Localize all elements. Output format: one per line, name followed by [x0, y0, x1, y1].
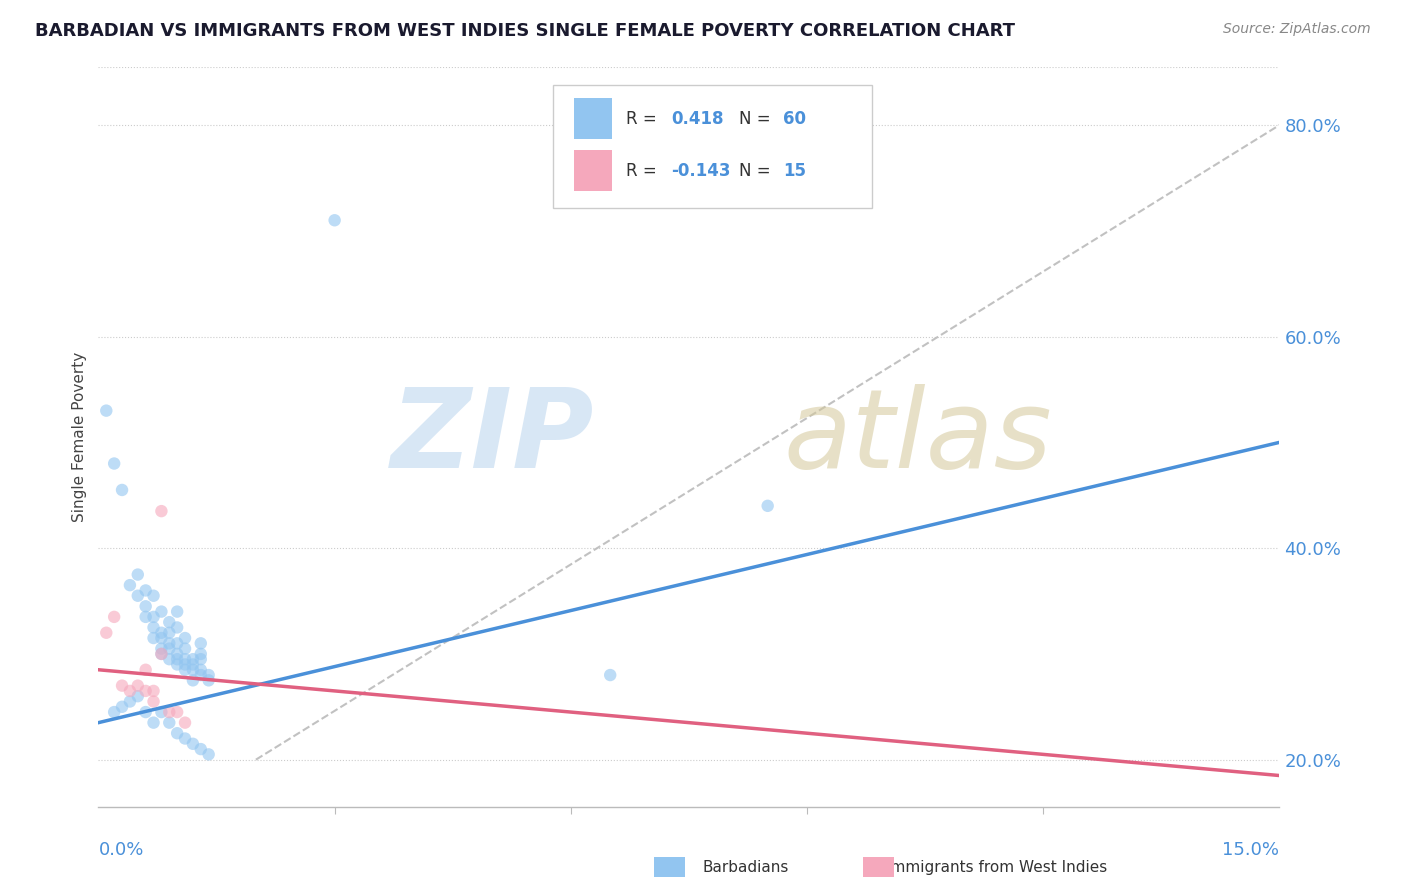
Point	[166, 705, 188, 719]
Point	[142, 620, 165, 634]
Text: N =: N =	[738, 161, 776, 179]
Point	[135, 684, 157, 698]
Text: -0.143: -0.143	[671, 161, 731, 179]
Text: Immigrants from West Indies: Immigrants from West Indies	[886, 860, 1107, 874]
Point	[142, 610, 165, 624]
Point	[756, 499, 779, 513]
Point	[142, 694, 165, 708]
Text: Barbadians: Barbadians	[703, 860, 789, 874]
Point	[157, 715, 180, 730]
Point	[166, 620, 188, 634]
Text: R =: R =	[626, 161, 662, 179]
Point	[127, 589, 149, 603]
Text: R =: R =	[626, 110, 662, 128]
Text: Source: ZipAtlas.com: Source: ZipAtlas.com	[1223, 22, 1371, 37]
Point	[103, 610, 125, 624]
Point	[150, 625, 173, 640]
Point	[127, 690, 149, 704]
Text: 0.0%: 0.0%	[98, 840, 143, 859]
Point	[127, 679, 149, 693]
Y-axis label: Single Female Poverty: Single Female Poverty	[72, 352, 87, 522]
Point	[157, 636, 180, 650]
Text: BARBADIAN VS IMMIGRANTS FROM WEST INDIES SINGLE FEMALE POVERTY CORRELATION CHART: BARBADIAN VS IMMIGRANTS FROM WEST INDIES…	[35, 22, 1015, 40]
Point	[157, 652, 180, 666]
Point	[190, 742, 212, 756]
FancyBboxPatch shape	[575, 150, 612, 191]
FancyBboxPatch shape	[553, 86, 872, 208]
Point	[181, 673, 204, 688]
Point	[166, 647, 188, 661]
Text: 60: 60	[783, 110, 807, 128]
Point	[166, 726, 188, 740]
Point	[157, 615, 180, 630]
Point	[190, 652, 212, 666]
Point	[135, 705, 157, 719]
Point	[142, 684, 165, 698]
Point	[197, 668, 219, 682]
Point	[166, 657, 188, 672]
Point	[174, 657, 197, 672]
Text: N =: N =	[738, 110, 776, 128]
Point	[150, 504, 173, 518]
Point	[150, 647, 173, 661]
Text: atlas: atlas	[783, 384, 1052, 491]
Point	[174, 731, 197, 746]
Point	[166, 605, 188, 619]
Point	[118, 578, 141, 592]
Text: 0.418: 0.418	[671, 110, 724, 128]
Text: ZIP: ZIP	[391, 384, 595, 491]
Point	[181, 652, 204, 666]
Point	[135, 610, 157, 624]
Point	[190, 663, 212, 677]
Point	[118, 694, 141, 708]
Point	[118, 684, 141, 698]
Point	[323, 213, 346, 227]
Point	[127, 567, 149, 582]
Point	[190, 647, 212, 661]
Point	[157, 641, 180, 656]
Point	[181, 657, 204, 672]
Point	[103, 705, 125, 719]
Point	[599, 668, 621, 682]
Point	[875, 811, 897, 825]
Point	[96, 625, 118, 640]
Point	[135, 663, 157, 677]
Point	[174, 631, 197, 645]
Point	[103, 457, 125, 471]
Point	[135, 583, 157, 598]
Point	[150, 641, 173, 656]
Point	[111, 699, 134, 714]
Point	[142, 589, 165, 603]
Point	[150, 631, 173, 645]
Point	[174, 641, 197, 656]
Point	[181, 663, 204, 677]
Point	[174, 663, 197, 677]
Point	[157, 705, 180, 719]
Point	[150, 705, 173, 719]
Point	[142, 631, 165, 645]
Point	[142, 715, 165, 730]
Point	[111, 679, 134, 693]
Point	[150, 605, 173, 619]
Point	[174, 652, 197, 666]
Point	[181, 737, 204, 751]
Point	[111, 483, 134, 497]
Point	[190, 668, 212, 682]
Point	[157, 625, 180, 640]
Point	[174, 715, 197, 730]
Point	[166, 652, 188, 666]
Point	[190, 636, 212, 650]
Point	[166, 636, 188, 650]
Text: 15.0%: 15.0%	[1222, 840, 1279, 859]
FancyBboxPatch shape	[575, 98, 612, 139]
Point	[197, 747, 219, 762]
Text: 15: 15	[783, 161, 807, 179]
Point	[135, 599, 157, 614]
Point	[150, 647, 173, 661]
Point	[96, 403, 118, 417]
Point	[197, 673, 219, 688]
